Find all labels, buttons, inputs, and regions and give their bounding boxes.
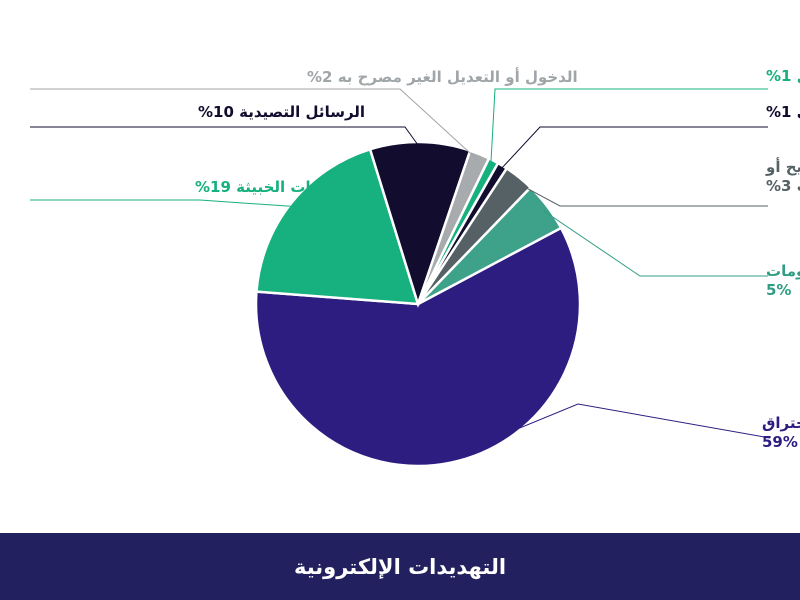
slice-label-line: الدخول أو التعديل الغير مصرح به 2%	[307, 67, 578, 86]
leader-line-phishing	[30, 126, 421, 149]
slice-label-line: 59%	[762, 433, 798, 451]
pie-slice-breach	[254, 226, 582, 468]
slice-label-unauthorized: الدخول أو التعديل الغير مصرح به 2%	[307, 67, 578, 86]
leader-lines	[30, 88, 771, 458]
leader-line-malware	[30, 199, 297, 208]
chart-title: التهديدات الإلكترونية	[293, 554, 507, 579]
pie-slices	[254, 140, 582, 468]
leader-line-misuse	[515, 181, 768, 207]
slice-label-line: الرسائل التصيدية 10%	[198, 103, 365, 121]
slice-label-malware: البرمجيات الخبيثة 19%	[195, 178, 364, 196]
slice-label-line: البرمجيات الخبيثة 19%	[195, 178, 364, 196]
leader-line-eavesdrop	[490, 88, 768, 167]
slice-label-line: 5%	[766, 281, 791, 299]
slice-label-line: هجوم تدميري 1%	[766, 103, 800, 122]
pie-slice-malware	[255, 147, 420, 306]
leader-line-destructive	[498, 126, 768, 172]
slice-label-misuse: الاستخدام الغيرصحيح أومشكلة في الاعدادات…	[765, 157, 800, 195]
slice-label-info_theft: سرقة المعلومات5%	[766, 262, 800, 299]
pie-chart: اختراق/ محاولات اختراق59% البرمجيات الخبي…	[30, 66, 800, 468]
slice-label-line: سرقة المعلومات	[766, 262, 800, 280]
leader-line-breach	[449, 403, 771, 458]
leader-line-unauthorized	[30, 88, 478, 161]
footer-bar: التهديدات الإلكترونية	[0, 533, 800, 600]
slice-labels: اختراق/ محاولات اختراق59% البرمجيات الخبي…	[195, 66, 800, 451]
slice-label-eavesdrop: محاولات التنصت أو قطع التواصل 1%	[766, 66, 800, 85]
slice-label-breach: اختراق/ محاولات اختراق59%	[762, 414, 800, 451]
slice-label-line: مشكلة في الاعدادات 3%	[766, 177, 800, 195]
slice-label-line: الاستخدام الغيرصحيح أو	[765, 157, 800, 176]
slice-label-destructive: هجوم تدميري 1%	[766, 103, 800, 122]
slice-label-phishing: الرسائل التصيدية 10%	[198, 103, 365, 121]
slice-label-line: محاولات التنصت أو قطع التواصل 1%	[766, 66, 800, 85]
slice-label-line: اختراق/ محاولات اختراق	[762, 414, 800, 432]
pie-slice-info_theft	[417, 185, 563, 306]
leader-line-info_theft	[542, 209, 768, 277]
